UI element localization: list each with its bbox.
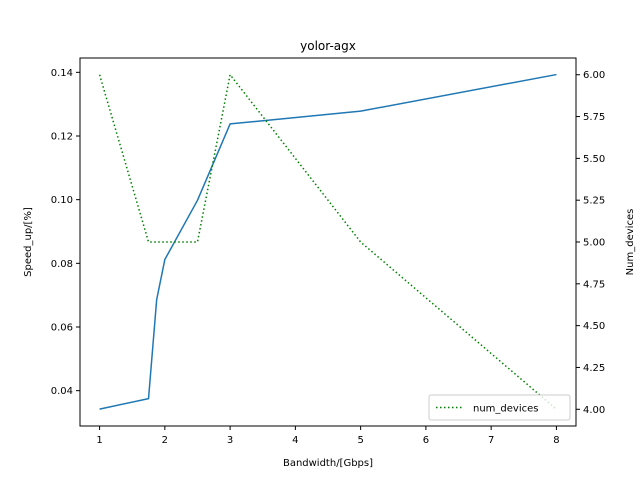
x-axis-label: Bandwidth/[Gbps] xyxy=(283,458,373,469)
y-right-tick-label: 5.75 xyxy=(583,112,605,123)
y-right-tick-label: 6.00 xyxy=(583,70,605,81)
y-right-tick-label: 4.75 xyxy=(583,279,605,290)
y-left-tick-label: 0.06 xyxy=(51,322,73,333)
y-right-tick-label: 4.00 xyxy=(583,405,605,416)
x-tick-label: 7 xyxy=(488,435,494,446)
y-right-tick-label: 5.50 xyxy=(583,154,605,165)
y-left-tick-label: 0.14 xyxy=(51,68,73,79)
y-right-tick-label: 5.00 xyxy=(583,238,605,249)
x-axis: 1 2 3 4 5 6 7 8 xyxy=(96,426,560,446)
legend: num_devices xyxy=(428,394,571,421)
y-left-tick-label: 0.04 xyxy=(51,386,73,397)
x-tick-label: 3 xyxy=(227,435,233,446)
legend-label-num-devices: num_devices xyxy=(473,404,538,415)
y-axis-right: 4.00 4.25 4.50 4.75 5.00 5.25 5.50 5.75 6.00 xyxy=(576,70,605,416)
y-axis-left-label: Speed_up/[%] xyxy=(23,207,34,277)
x-tick-label: 1 xyxy=(96,435,102,446)
x-tick-label: 2 xyxy=(162,435,168,446)
y-axis-left: 0.04 0.06 0.08 0.10 0.12 0.14 xyxy=(51,68,80,397)
y-right-tick-label: 5.25 xyxy=(583,196,605,207)
y-axis-right-label: Num_devices xyxy=(625,209,636,276)
y-left-tick-label: 0.10 xyxy=(51,195,73,206)
y-right-tick-label: 4.50 xyxy=(583,321,605,332)
legend-box xyxy=(428,394,571,421)
series-line-num-devices xyxy=(98,73,557,410)
series-line-speed-up xyxy=(99,73,557,410)
y-left-tick-label: 0.08 xyxy=(51,259,73,270)
x-tick-label: 8 xyxy=(553,435,559,446)
x-tick-label: 4 xyxy=(292,435,298,446)
y-right-tick-label: 4.25 xyxy=(583,363,605,374)
chart-title: yolor-agx xyxy=(300,39,356,53)
series-layer xyxy=(98,73,557,410)
x-tick-label: 5 xyxy=(357,435,363,446)
y-left-tick-label: 0.12 xyxy=(51,131,73,142)
x-tick-label: 6 xyxy=(423,435,429,446)
